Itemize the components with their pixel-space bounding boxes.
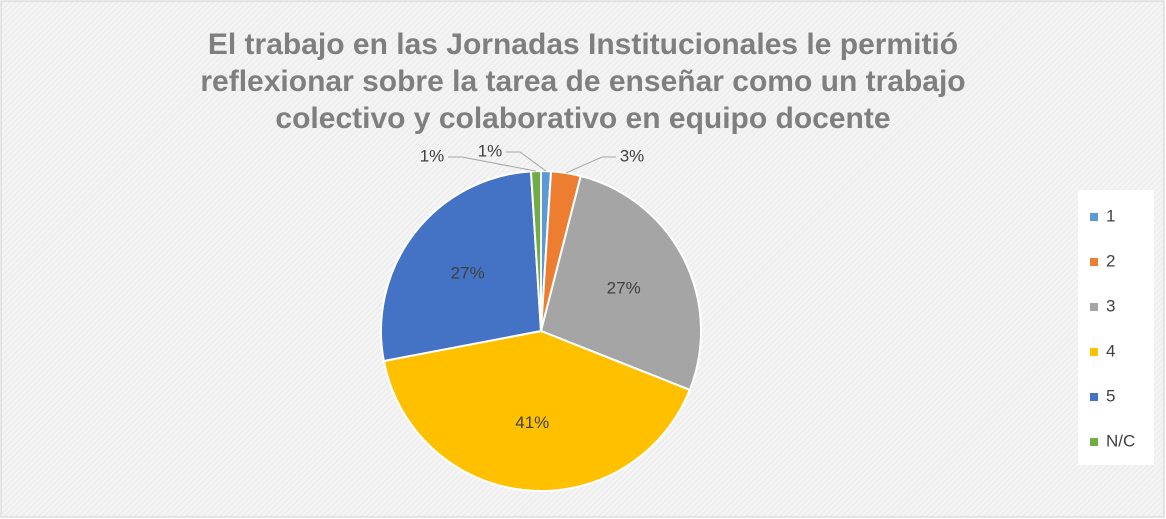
pie-slice: [380, 170, 543, 363]
legend-swatch: [1090, 393, 1098, 401]
legend-label: 2: [1106, 251, 1115, 270]
legend-label: 1: [1106, 206, 1115, 225]
legend-swatch: [1090, 258, 1098, 266]
legend-label: 5: [1106, 386, 1115, 405]
legend-label: N/C: [1106, 431, 1135, 450]
data-label: 41%: [515, 413, 549, 432]
legend-swatch: [1090, 348, 1098, 356]
data-label: 1%: [420, 146, 445, 165]
data-label: 27%: [451, 264, 485, 283]
legend-swatch: [1090, 438, 1098, 446]
legend-box: [1078, 190, 1154, 465]
legend-swatch: [1090, 213, 1098, 221]
legend-swatch: [1090, 303, 1098, 311]
leader-line: [565, 156, 616, 174]
pie-slice: [539, 174, 702, 392]
data-label: 27%: [607, 278, 641, 297]
legend-label: 3: [1106, 296, 1115, 315]
chart-title: El trabajo en las Jornadas Institucional…: [200, 28, 966, 135]
data-label: 1%: [478, 141, 503, 160]
leader-line: [506, 151, 547, 172]
legend-label: 4: [1106, 341, 1115, 360]
leader-line: [448, 156, 537, 172]
data-label: 3%: [620, 146, 645, 165]
pie-slice: [382, 329, 692, 492]
